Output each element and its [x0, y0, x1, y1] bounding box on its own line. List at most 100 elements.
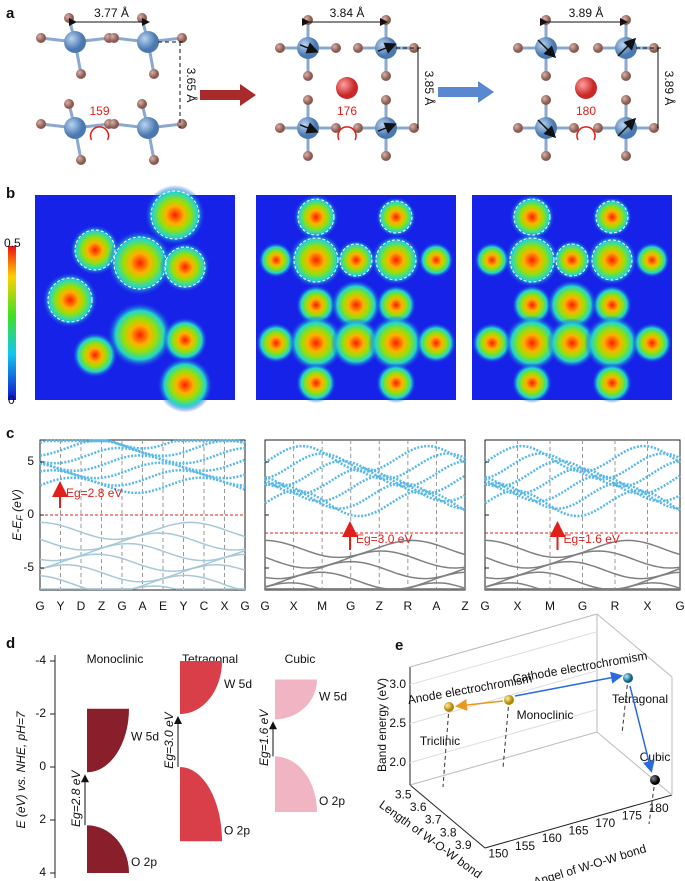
- density-blob: [592, 197, 632, 237]
- box-edge: [596, 613, 673, 678]
- point-label: Cubic: [640, 750, 671, 764]
- panel-label: c: [6, 425, 14, 442]
- density-blob: [504, 232, 560, 288]
- phase-point: [650, 775, 660, 785]
- density-blob: [376, 197, 416, 237]
- o-atom: [76, 155, 86, 165]
- point-label: Monoclinic: [517, 708, 574, 722]
- kpoint-label: X: [290, 599, 298, 613]
- charge-density-map: [35, 185, 235, 413]
- density-blob: [474, 242, 510, 278]
- gap-label: Eg=3.0 eV: [162, 711, 176, 768]
- y-tick-label: 4: [39, 865, 46, 879]
- band-label: O 2p: [131, 855, 157, 869]
- grid-line: [409, 631, 598, 686]
- bond-outline: [150, 190, 200, 240]
- density-blob: [472, 323, 512, 363]
- colorbar-label: 0.5: [4, 236, 21, 250]
- density-blob: [371, 235, 421, 285]
- o-atom: [109, 33, 119, 43]
- box-edge: [409, 613, 598, 668]
- band: [264, 467, 466, 496]
- o-atom: [513, 43, 523, 53]
- band: [39, 461, 246, 480]
- band: [39, 469, 246, 487]
- angle-arc: [89, 126, 110, 141]
- density-blob: [547, 318, 597, 368]
- density-blob: [512, 363, 552, 403]
- density-blob: [256, 323, 296, 363]
- kpoint-label: G: [117, 599, 126, 613]
- kpoint-label: A: [138, 599, 146, 613]
- phase-name: Cubic: [285, 652, 316, 666]
- kpoint-label: A: [432, 599, 440, 613]
- phase-point: [623, 673, 633, 683]
- dimension-label: 3.89 Å: [662, 71, 677, 106]
- x-tick-label: 3.6: [410, 800, 427, 814]
- o-atom: [303, 15, 313, 25]
- bond-outline: [379, 200, 413, 234]
- moment-arrow: [377, 42, 397, 54]
- axis-label-unit: (eV): [10, 489, 24, 515]
- band: [39, 564, 246, 583]
- w-atom: [137, 31, 159, 53]
- bond-outline: [113, 236, 167, 290]
- point-label: Triclinic: [420, 734, 460, 748]
- moment-arrow: [537, 39, 557, 59]
- kpoint-label: Z: [98, 599, 105, 613]
- moment-arrow: [617, 117, 637, 137]
- transition-arrow: [200, 84, 256, 106]
- o-atom: [381, 95, 391, 105]
- y-tick-label: 165: [568, 824, 588, 838]
- density-blob: [296, 363, 336, 403]
- y-tick-label: 180: [649, 801, 669, 815]
- density-blob: [288, 232, 344, 288]
- density-blob: [552, 240, 592, 280]
- kpoint-label: Y: [56, 599, 64, 613]
- density-blob: [509, 194, 555, 240]
- kpoint-label: R: [611, 599, 620, 613]
- o-atom: [331, 43, 341, 53]
- kpoint-label: G: [346, 599, 355, 613]
- bond-outline: [375, 239, 417, 281]
- angle-arc: [576, 126, 596, 141]
- y-tick-label: 150: [488, 846, 508, 860]
- o-atom: [149, 155, 159, 165]
- bond-outline: [164, 246, 206, 288]
- y-tick-label: 5: [27, 454, 34, 468]
- band: [39, 553, 246, 572]
- transition-arrow: [514, 671, 623, 697]
- density-blob: [592, 285, 632, 325]
- o-atom: [621, 71, 631, 81]
- y-tick-label: 0: [27, 507, 34, 521]
- o-atom: [109, 119, 119, 129]
- density-blob: [504, 315, 560, 371]
- transition-arrow: [455, 699, 504, 711]
- band: [484, 550, 681, 569]
- valence-band: [180, 767, 222, 842]
- o-atom: [303, 151, 313, 161]
- phase-point: [444, 702, 454, 712]
- band-label: W 5d: [319, 690, 347, 704]
- bond-outline: [513, 198, 551, 236]
- o-atom: [621, 95, 631, 105]
- x-tick-label: 3.9: [455, 838, 472, 852]
- bond-outline: [555, 243, 589, 277]
- panel-label: b: [6, 185, 15, 202]
- band: [39, 439, 246, 458]
- colorbar-label: 0: [8, 393, 15, 407]
- colorbar: [8, 246, 16, 400]
- valence-band: [87, 825, 129, 873]
- density-blob: [288, 315, 344, 371]
- density-blob: [418, 242, 454, 278]
- grid-line: [409, 670, 598, 725]
- o-atom: [593, 43, 603, 53]
- density-blob: [145, 185, 205, 245]
- density-blob: [416, 323, 456, 363]
- density-blob: [368, 315, 424, 371]
- o-atom: [36, 119, 46, 129]
- bond-outline: [47, 277, 93, 323]
- y-tick-label: 155: [515, 839, 535, 853]
- density-blob: [634, 242, 670, 278]
